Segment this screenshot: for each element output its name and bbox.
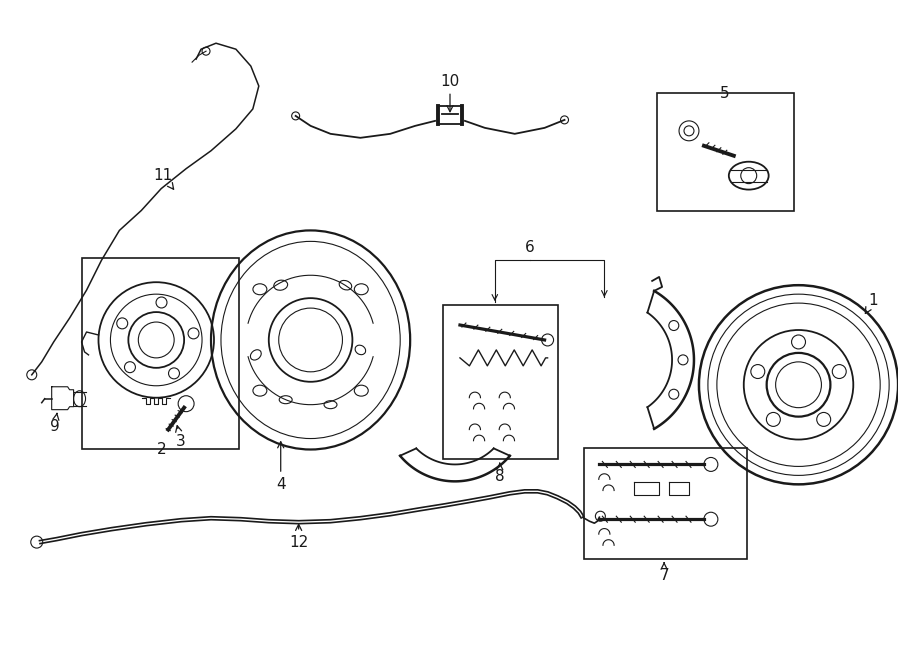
- Text: 8: 8: [495, 463, 505, 484]
- Text: 7: 7: [660, 563, 669, 584]
- Text: 4: 4: [276, 442, 285, 492]
- Bar: [82, 258, 238, 449]
- Text: 12: 12: [289, 524, 309, 549]
- Text: 2: 2: [157, 442, 166, 457]
- Bar: [443, 305, 557, 459]
- Text: 5: 5: [720, 86, 730, 101]
- Bar: [657, 93, 794, 210]
- Text: 9: 9: [50, 413, 59, 434]
- Text: 10: 10: [440, 73, 460, 112]
- Text: 1: 1: [865, 293, 878, 313]
- Text: 3: 3: [176, 426, 186, 449]
- Text: 6: 6: [525, 241, 535, 255]
- Text: 11: 11: [154, 168, 174, 189]
- Bar: [584, 447, 747, 559]
